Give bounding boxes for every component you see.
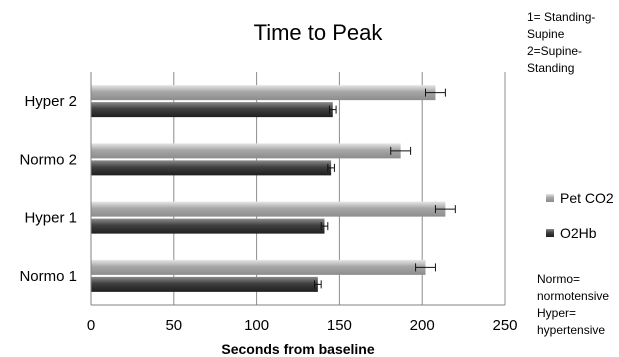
group-key-line-1: Normo= bbox=[537, 272, 580, 286]
legend-label-pet-co2: Pet CO2 bbox=[560, 190, 614, 206]
error-bar-pet-co2-hyper-1 bbox=[434, 205, 456, 214]
x-tick-label-150: 150 bbox=[327, 317, 352, 334]
error-bar-o2hb-normo-2 bbox=[327, 163, 335, 172]
group-key-note: Normo= normotensive Hyper= hypertensive bbox=[537, 272, 609, 337]
category-label-normo-1: Normo 1 bbox=[19, 268, 77, 285]
condition-key-line-3: 2=Supine- bbox=[527, 44, 582, 58]
legend-swatch-pet-co2 bbox=[546, 194, 554, 202]
legend: Pet CO2 O2Hb bbox=[546, 190, 614, 241]
bar-pet-co2-hyper-1 bbox=[91, 201, 446, 217]
bar-pet-co2-normo-1 bbox=[91, 259, 426, 275]
error-bar-pet-co2-hyper-2 bbox=[425, 88, 446, 97]
x-tick-label-200: 200 bbox=[410, 317, 435, 334]
category-label-hyper-2: Hyper 2 bbox=[24, 93, 77, 110]
bars bbox=[91, 85, 456, 292]
error-bar-o2hb-normo-1 bbox=[314, 280, 322, 289]
bar-o2hb-normo-2 bbox=[91, 160, 332, 176]
error-bar-o2hb-hyper-2 bbox=[328, 105, 337, 114]
legend-swatch-o2hb bbox=[546, 229, 554, 237]
x-tick-label-100: 100 bbox=[244, 317, 269, 334]
category-label-normo-2: Normo 2 bbox=[19, 151, 77, 168]
condition-key-line-1: 1= Standing- bbox=[527, 10, 595, 24]
condition-key-note: 1= Standing- Supine 2=Supine- Standing bbox=[527, 10, 595, 75]
category-labels: Normo 1 Hyper 1 Normo 2 Hyper 2 bbox=[19, 93, 77, 285]
bar-o2hb-hyper-1 bbox=[91, 218, 325, 234]
bar-pet-co2-hyper-2 bbox=[91, 85, 436, 101]
category-label-hyper-1: Hyper 1 bbox=[24, 210, 77, 227]
error-bar-pet-co2-normo-2 bbox=[390, 146, 412, 155]
x-tick-label-0: 0 bbox=[87, 317, 95, 334]
group-key-line-2: normotensive bbox=[537, 289, 609, 303]
x-tick-label-50: 50 bbox=[165, 317, 182, 334]
x-axis-label: Seconds from baseline bbox=[221, 341, 374, 357]
group-key-line-3: Hyper= bbox=[537, 306, 576, 320]
group-key-line-4: hypertensive bbox=[537, 323, 605, 337]
legend-label-o2hb: O2Hb bbox=[560, 225, 597, 241]
x-tick-labels: 0 50 100 150 200 250 bbox=[87, 317, 518, 334]
condition-key-line-2: Supine bbox=[527, 27, 565, 41]
bar-o2hb-hyper-2 bbox=[91, 102, 333, 118]
error-bar-pet-co2-normo-1 bbox=[415, 263, 436, 272]
condition-key-line-4: Standing bbox=[527, 61, 574, 75]
error-bar-o2hb-hyper-1 bbox=[320, 222, 329, 231]
bar-o2hb-normo-1 bbox=[91, 276, 318, 292]
bar-pet-co2-normo-2 bbox=[91, 143, 401, 159]
chart-title: Time to Peak bbox=[254, 20, 384, 45]
x-tick-label-250: 250 bbox=[492, 317, 517, 334]
